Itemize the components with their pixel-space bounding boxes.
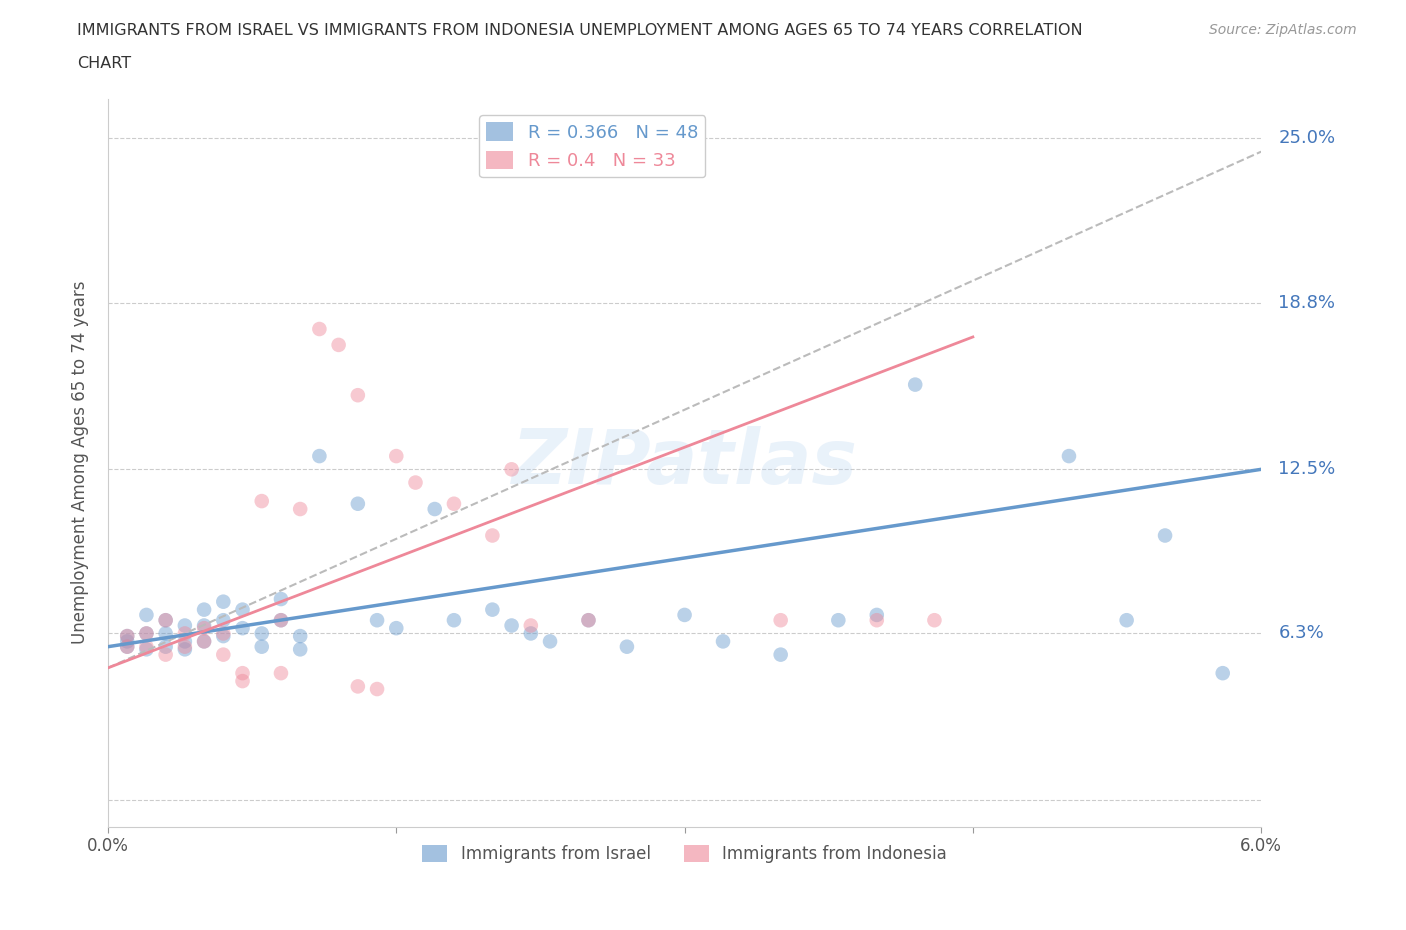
Point [443,497,465,512]
Point [115,634,138,649]
Point [290,501,312,516]
Text: CHART: CHART [77,56,131,71]
Point [520,626,543,641]
Point [173,618,195,633]
Point [250,494,273,509]
Text: IMMIGRANTS FROM ISRAEL VS IMMIGRANTS FROM INDONESIA UNEMPLOYMENT AMONG AGES 65 T: IMMIGRANTS FROM ISRAEL VS IMMIGRANTS FRO… [77,23,1083,38]
Point [1115,613,1137,628]
Point [270,666,292,681]
Text: 18.8%: 18.8% [1278,294,1336,312]
Text: 12.5%: 12.5% [1278,460,1336,478]
Point [423,501,446,516]
Point [212,613,235,628]
Point [250,626,273,641]
Point [193,634,215,649]
Point [347,679,370,694]
Text: 25.0%: 25.0% [1278,129,1336,148]
Point [866,607,889,622]
Point [173,639,195,654]
Point [578,613,600,628]
Point [308,322,330,337]
Text: Source: ZipAtlas.com: Source: ZipAtlas.com [1209,23,1357,37]
Point [443,613,465,628]
Point [115,639,138,654]
Point [366,682,388,697]
Point [270,613,292,628]
Point [231,620,253,635]
Point [193,618,215,633]
Text: 6.3%: 6.3% [1278,624,1324,643]
Point [904,378,927,392]
Point [135,626,157,641]
Point [115,639,138,654]
Point [193,634,215,649]
Point [711,634,734,649]
Point [347,388,370,403]
Point [115,629,138,644]
Point [481,528,503,543]
Point [827,613,849,628]
Point [481,603,503,618]
Point [212,594,235,609]
Point [924,613,946,628]
Point [578,613,600,628]
Point [212,647,235,662]
Point [135,639,157,654]
Point [290,642,312,657]
Point [193,620,215,635]
Y-axis label: Unemployment Among Ages 65 to 74 years: Unemployment Among Ages 65 to 74 years [72,281,89,644]
Point [231,673,253,688]
Point [212,626,235,641]
Point [616,639,638,654]
Point [328,338,350,352]
Point [250,639,273,654]
Point [155,639,177,654]
Point [501,462,523,477]
Point [231,603,253,618]
Point [290,629,312,644]
Point [366,613,388,628]
Point [173,634,195,649]
Point [155,626,177,641]
Point [769,613,792,628]
Point [193,603,215,618]
Point [308,448,330,463]
Point [155,613,177,628]
Point [866,613,889,628]
Point [115,629,138,644]
Point [212,629,235,644]
Point [155,613,177,628]
Point [173,642,195,657]
Point [155,647,177,662]
Point [385,620,408,635]
Point [173,626,195,641]
Point [520,618,543,633]
Point [231,666,253,681]
Point [501,618,523,633]
Point [673,607,696,622]
Point [769,647,792,662]
Point [135,607,157,622]
Point [1057,448,1080,463]
Point [270,591,292,606]
Point [270,613,292,628]
Point [347,497,370,512]
Point [538,634,561,649]
Point [385,448,408,463]
Text: ZIPatlas: ZIPatlas [512,426,858,499]
Legend: Immigrants from Israel, Immigrants from Indonesia: Immigrants from Israel, Immigrants from … [416,838,953,870]
Point [405,475,427,490]
Point [135,626,157,641]
Point [1154,528,1177,543]
Point [135,642,157,657]
Point [1212,666,1234,681]
